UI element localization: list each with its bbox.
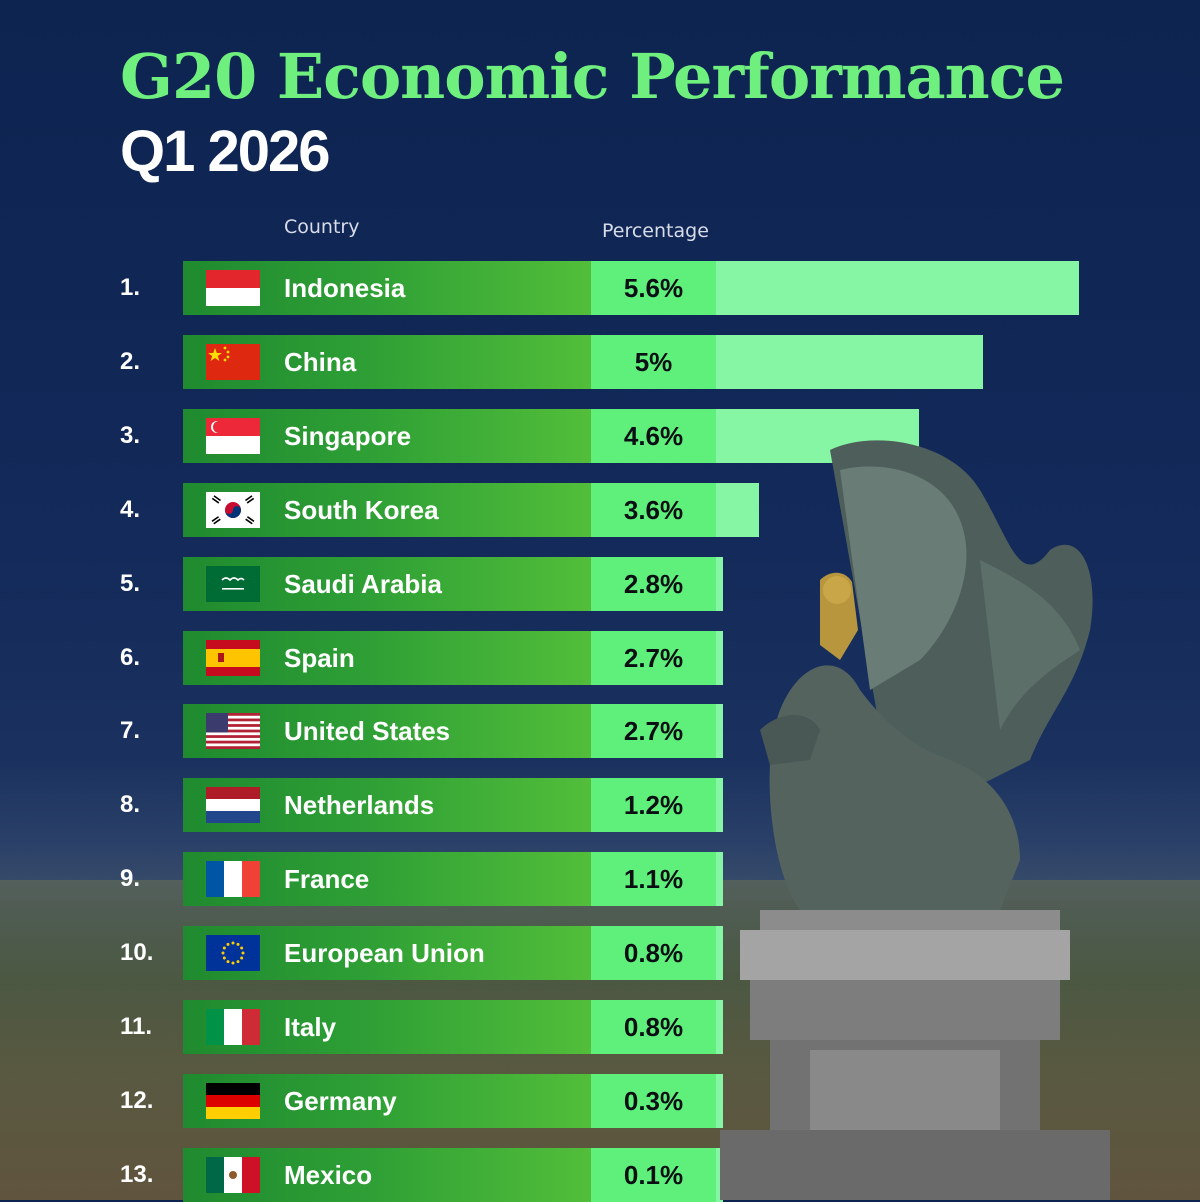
table-row: 12. Germany 0.3% bbox=[0, 1073, 1200, 1128]
table-row: 3. Singapore 4.6% bbox=[0, 408, 1200, 463]
data-label: 0.1% bbox=[623, 1159, 684, 1190]
indonesia-flag-icon bbox=[206, 270, 260, 306]
bar-value-cell bbox=[591, 556, 716, 611]
bar-value-cell bbox=[591, 1000, 716, 1054]
column-header-country: Country bbox=[284, 216, 360, 238]
rank-label: 9. bbox=[120, 865, 141, 893]
rank-label: 1. bbox=[120, 274, 141, 301]
mexico-flag-icon bbox=[206, 1156, 260, 1193]
china-flag-icon bbox=[206, 343, 260, 380]
data-label: 5.6% bbox=[623, 273, 684, 303]
table-row: 6. Spain 2.7% bbox=[0, 630, 1200, 685]
singapore-flag-icon bbox=[206, 417, 260, 454]
bar-value-cell bbox=[591, 852, 716, 907]
south-korea-flag-icon bbox=[206, 491, 260, 528]
table-row: 2. China 5% bbox=[0, 334, 1200, 389]
united-states-flag-icon bbox=[206, 713, 260, 750]
table-row: 13. Mexico 0.1% bbox=[0, 1147, 1200, 1202]
country-label: European Union bbox=[284, 938, 485, 969]
data-label: 4.6% bbox=[623, 420, 684, 451]
table-row: 1. Indonesia 5.6% bbox=[0, 261, 1200, 315]
data-label: 1.2% bbox=[623, 790, 684, 821]
country-label: Indonesia bbox=[284, 273, 406, 303]
spain-flag-icon bbox=[206, 639, 260, 676]
rank-label: 8. bbox=[120, 791, 141, 819]
data-label: 0.8% bbox=[623, 1012, 684, 1042]
country-label: China bbox=[284, 346, 357, 377]
country-label: Netherlands bbox=[284, 790, 435, 821]
bar-value-cell bbox=[591, 261, 716, 315]
data-label: 0.8% bbox=[623, 938, 684, 969]
data-label: 1.1% bbox=[623, 864, 684, 895]
table-row: 8. Netherlands 1.2% bbox=[0, 778, 1200, 833]
saudi-arabia-flag-icon bbox=[206, 565, 260, 602]
germany-flag-icon bbox=[206, 1082, 260, 1119]
bar-value-cell bbox=[591, 630, 716, 685]
rank-label: 4. bbox=[120, 495, 141, 523]
rank-label: 11. bbox=[120, 1013, 153, 1040]
table-row: 10. European Union 0.8% bbox=[0, 926, 1200, 981]
country-label: Singapore bbox=[284, 420, 412, 451]
bar-value-cell bbox=[591, 704, 716, 759]
data-label: 5% bbox=[634, 346, 673, 377]
column-header-percentage: Percentage bbox=[602, 220, 709, 242]
data-label: 2.8% bbox=[623, 568, 684, 599]
country-label: Mexico bbox=[284, 1159, 373, 1190]
rank-label: 7. bbox=[120, 717, 141, 745]
france-flag-icon bbox=[206, 861, 260, 898]
european-union-flag-icon bbox=[206, 935, 260, 972]
country-label: Spain bbox=[284, 642, 355, 673]
bar-value-cell bbox=[591, 778, 716, 833]
bar-value-cell bbox=[591, 1073, 716, 1128]
country-label: Saudi Arabia bbox=[284, 568, 442, 599]
data-label: 2.7% bbox=[623, 716, 684, 747]
data-label: 0.3% bbox=[623, 1085, 684, 1116]
netherlands-flag-icon bbox=[206, 787, 260, 824]
page-subtitle: Q1 2026 bbox=[120, 119, 331, 184]
rank-label: 10. bbox=[120, 939, 154, 967]
table-row: 4. South Korea 3.6% bbox=[0, 482, 1200, 537]
rank-label: 12. bbox=[120, 1086, 154, 1114]
bar-value-cell bbox=[591, 1147, 716, 1202]
bar-value-cell bbox=[591, 926, 716, 981]
rank-label: 6. bbox=[120, 643, 141, 671]
rank-label: 5. bbox=[120, 569, 141, 597]
country-label: South Korea bbox=[284, 494, 439, 525]
table-row: 11. Italy 0.8% bbox=[0, 1000, 1200, 1054]
rank-label: 3. bbox=[120, 421, 141, 449]
bar-value-cell bbox=[591, 482, 716, 537]
country-label: Italy bbox=[284, 1012, 337, 1042]
rank-label: 13. bbox=[120, 1160, 154, 1188]
page-title: G20 Economic Performance bbox=[120, 40, 1065, 113]
data-label: 2.7% bbox=[623, 642, 684, 673]
country-label: United States bbox=[284, 716, 451, 747]
rank-label: 2. bbox=[120, 347, 141, 375]
country-label: Germany bbox=[284, 1085, 397, 1116]
bar-value-cell bbox=[591, 408, 716, 463]
country-label: France bbox=[284, 864, 370, 895]
table-row: 5. Saudi Arabia 2.8% bbox=[0, 556, 1200, 611]
italy-flag-icon bbox=[206, 1009, 260, 1045]
table-row: 7. United States 2.7% bbox=[0, 704, 1200, 759]
table-row: 9. France 1.1% bbox=[0, 852, 1200, 907]
bar-value-cell bbox=[591, 334, 716, 389]
data-label: 3.6% bbox=[623, 494, 684, 525]
garuda-statue-image bbox=[720, 440, 1110, 1200]
